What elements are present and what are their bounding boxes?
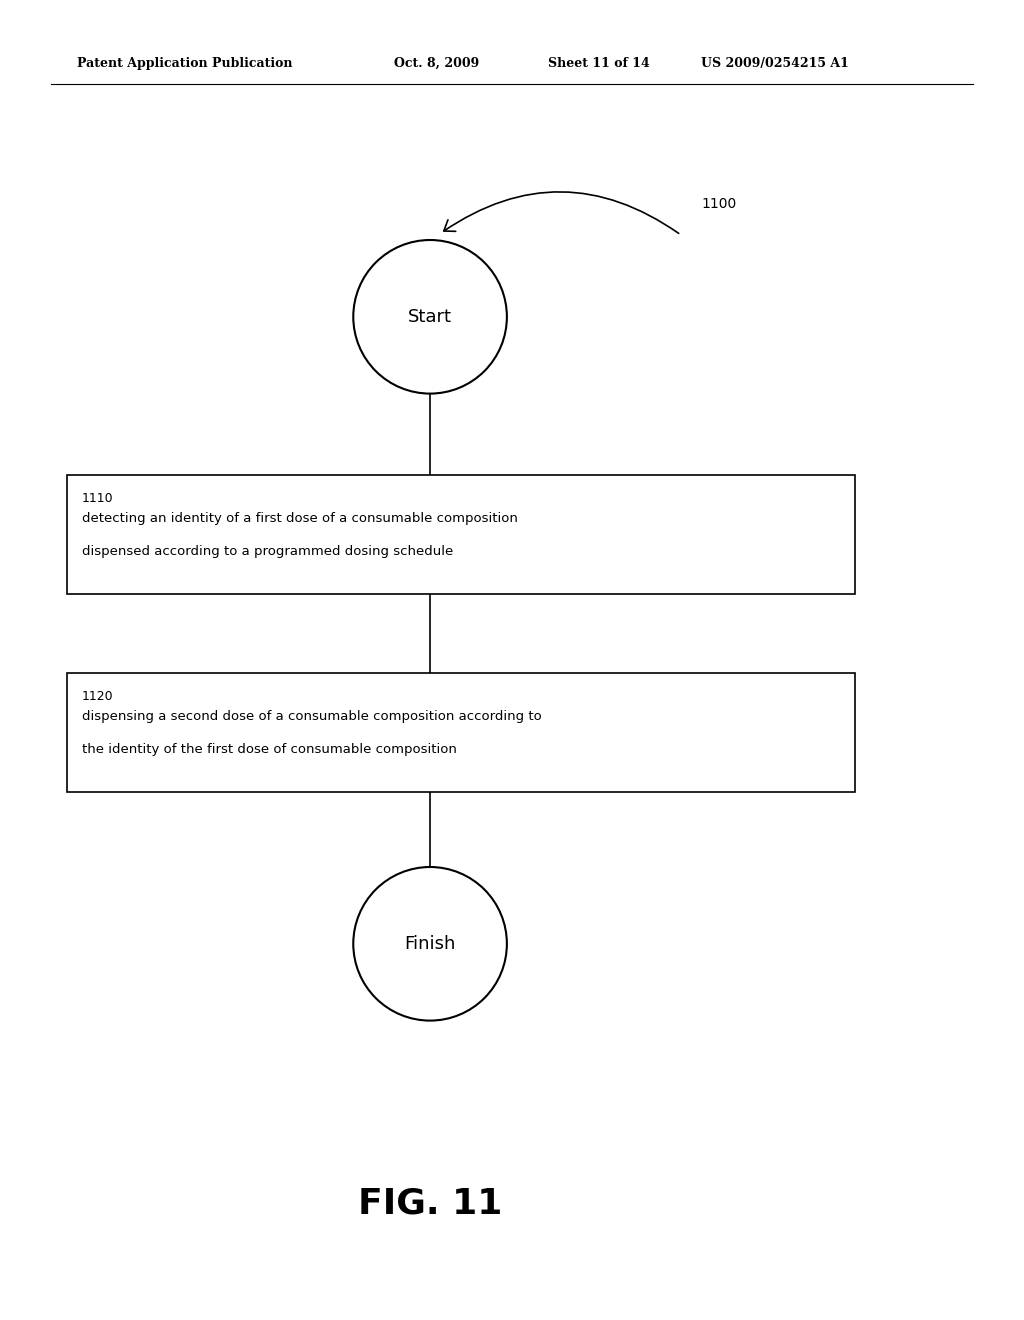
- Text: detecting an identity of a first dose of a consumable composition: detecting an identity of a first dose of…: [82, 512, 518, 525]
- Text: Sheet 11 of 14: Sheet 11 of 14: [548, 57, 649, 70]
- Text: 1100: 1100: [701, 197, 736, 211]
- Bar: [67, 475, 855, 594]
- Text: FIG. 11: FIG. 11: [358, 1187, 502, 1221]
- Text: US 2009/0254215 A1: US 2009/0254215 A1: [701, 57, 849, 70]
- Text: dispensed according to a programmed dosing schedule: dispensed according to a programmed dosi…: [82, 545, 454, 558]
- Text: 1110: 1110: [82, 492, 114, 506]
- Text: Finish: Finish: [404, 935, 456, 953]
- Bar: [67, 673, 855, 792]
- Text: Oct. 8, 2009: Oct. 8, 2009: [394, 57, 479, 70]
- Text: Start: Start: [409, 308, 452, 326]
- FancyArrowPatch shape: [443, 191, 679, 234]
- Text: Patent Application Publication: Patent Application Publication: [77, 57, 292, 70]
- Text: dispensing a second dose of a consumable composition according to: dispensing a second dose of a consumable…: [82, 710, 542, 723]
- Text: 1120: 1120: [82, 690, 114, 704]
- Text: the identity of the first dose of consumable composition: the identity of the first dose of consum…: [82, 743, 457, 756]
